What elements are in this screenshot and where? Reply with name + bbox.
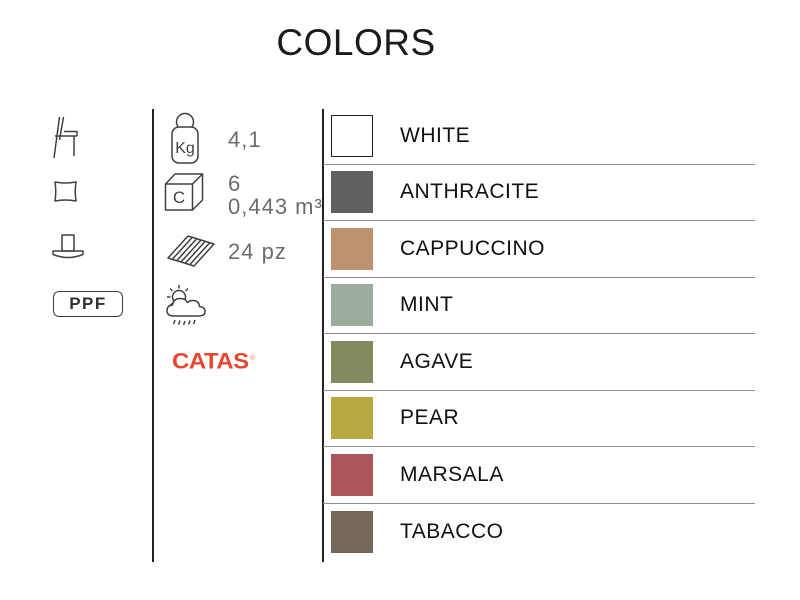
catas-registered-mark: ®: [249, 353, 256, 362]
color-label: ANTHRACITE: [400, 180, 540, 204]
pallet-icon: [166, 232, 218, 270]
color-row: MINT: [323, 278, 755, 334]
color-label: MARSALA: [400, 462, 504, 486]
page-title: COLORS: [276, 22, 436, 63]
color-swatch: [331, 171, 373, 214]
color-swatch: [331, 397, 373, 440]
color-row: TABACCO: [323, 504, 755, 561]
weight-value: 4,1: [228, 127, 262, 152]
color-swatch: [331, 227, 373, 270]
ppf-badge: PPF: [53, 291, 123, 317]
catas-logo-text: CATAS: [172, 349, 249, 374]
color-label: CAPPUCCINO: [400, 236, 546, 260]
carton-letter: C: [173, 188, 185, 207]
color-row: ANTHRACITE: [323, 165, 755, 221]
color-row: PEAR: [323, 391, 755, 447]
color-label: TABACCO: [400, 519, 504, 543]
color-swatch: [331, 284, 373, 327]
catas-logo: CATAS®: [172, 349, 256, 375]
chair-icon: [50, 116, 82, 160]
color-list: WHITE ANTHRACITE CAPPUCCINO MINT AGAVE P…: [323, 108, 755, 560]
base-icon: [51, 234, 85, 261]
color-label: PEAR: [400, 406, 460, 430]
color-label: AGAVE: [400, 349, 474, 373]
weight-kg-icon: Kg: [169, 112, 201, 166]
color-label: MINT: [400, 293, 454, 317]
color-row: CAPPUCCINO: [323, 221, 755, 278]
color-row: AGAVE: [323, 334, 755, 391]
outdoor-weather-icon: [164, 283, 210, 329]
color-swatch: [331, 114, 373, 157]
color-row: MARSALA: [323, 447, 755, 504]
color-swatch: [331, 340, 373, 383]
carton-cube-icon: C: [164, 172, 210, 212]
volume-value: 6 0,443 m³: [228, 172, 323, 218]
color-swatch: [331, 453, 373, 496]
volume-m3: 0,443 m³: [228, 194, 323, 219]
column-divider-right: [322, 109, 324, 562]
pallet-value: 24 pz: [228, 239, 287, 264]
color-row: WHITE: [323, 108, 755, 165]
cushion-icon: [52, 179, 79, 204]
color-label: WHITE: [400, 123, 471, 147]
color-swatch: [331, 510, 373, 553]
kg-unit-label: Kg: [175, 140, 195, 157]
volume-pieces: 6: [228, 171, 242, 196]
ppf-label: PPF: [69, 294, 107, 313]
column-divider-left: [152, 109, 154, 562]
